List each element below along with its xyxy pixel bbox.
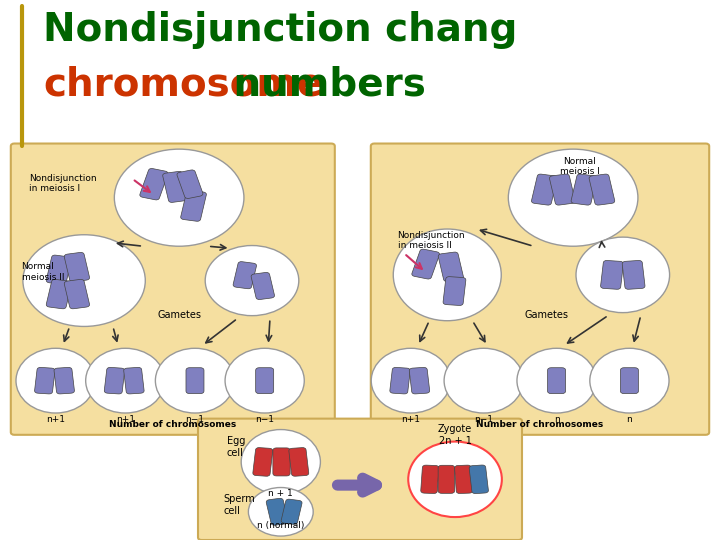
Text: Gametes: Gametes [157, 310, 201, 320]
Text: n−1: n−1 [255, 415, 274, 423]
FancyBboxPatch shape [186, 368, 204, 394]
FancyBboxPatch shape [198, 418, 522, 540]
Text: numbers: numbers [220, 65, 426, 103]
FancyBboxPatch shape [438, 465, 455, 494]
Text: Gametes: Gametes [525, 310, 569, 320]
Ellipse shape [205, 246, 299, 316]
Text: n+1: n+1 [401, 415, 420, 423]
Ellipse shape [248, 488, 313, 536]
FancyBboxPatch shape [46, 279, 71, 309]
Ellipse shape [517, 348, 596, 413]
FancyBboxPatch shape [11, 144, 335, 435]
Ellipse shape [576, 237, 670, 313]
Ellipse shape [225, 348, 305, 413]
Text: Nondisjunction chang: Nondisjunction chang [43, 11, 518, 49]
FancyBboxPatch shape [371, 144, 709, 435]
FancyBboxPatch shape [256, 368, 274, 394]
Text: Number of chromosomes: Number of chromosomes [477, 421, 603, 429]
Text: n−1: n−1 [474, 415, 493, 423]
Ellipse shape [241, 429, 320, 494]
Text: Number of chromosomes: Number of chromosomes [109, 421, 236, 429]
Ellipse shape [590, 348, 669, 413]
FancyBboxPatch shape [104, 367, 125, 394]
Text: Sperm
cell: Sperm cell [224, 494, 256, 516]
Text: n (normal): n (normal) [257, 521, 305, 530]
Ellipse shape [408, 442, 502, 517]
Ellipse shape [16, 348, 95, 413]
Text: Zygote
2n + 1: Zygote 2n + 1 [438, 424, 472, 446]
FancyBboxPatch shape [438, 252, 464, 281]
FancyBboxPatch shape [549, 174, 575, 205]
FancyBboxPatch shape [469, 465, 488, 494]
FancyBboxPatch shape [54, 367, 74, 394]
FancyBboxPatch shape [412, 249, 439, 279]
FancyBboxPatch shape [233, 261, 256, 289]
Text: Egg
cell: Egg cell [227, 436, 246, 457]
Ellipse shape [508, 149, 638, 246]
Text: Nondisjunction
in meiosis II: Nondisjunction in meiosis II [397, 231, 465, 250]
FancyBboxPatch shape [589, 174, 615, 205]
Text: n−1: n−1 [186, 415, 204, 423]
FancyBboxPatch shape [548, 368, 566, 394]
Ellipse shape [156, 348, 235, 413]
FancyBboxPatch shape [531, 174, 557, 205]
FancyBboxPatch shape [266, 498, 288, 525]
Ellipse shape [86, 348, 165, 413]
FancyBboxPatch shape [289, 448, 309, 476]
Ellipse shape [114, 149, 244, 246]
Text: n+1: n+1 [116, 415, 135, 423]
Text: n: n [554, 415, 559, 423]
FancyBboxPatch shape [454, 465, 473, 494]
FancyBboxPatch shape [64, 279, 89, 309]
FancyBboxPatch shape [181, 190, 207, 221]
FancyBboxPatch shape [282, 499, 302, 524]
FancyBboxPatch shape [409, 367, 430, 394]
FancyBboxPatch shape [420, 465, 439, 494]
Text: Normal
meiosis I: Normal meiosis I [560, 157, 600, 176]
FancyBboxPatch shape [443, 276, 466, 306]
FancyBboxPatch shape [124, 367, 144, 394]
Text: n + 1: n + 1 [269, 489, 293, 498]
FancyBboxPatch shape [253, 448, 273, 476]
FancyBboxPatch shape [35, 367, 55, 394]
Ellipse shape [393, 229, 501, 321]
Text: chromosome: chromosome [43, 65, 323, 103]
Text: Normal
meiosis II: Normal meiosis II [22, 262, 64, 282]
Text: n: n [626, 415, 632, 423]
FancyBboxPatch shape [622, 260, 645, 289]
Ellipse shape [23, 235, 145, 327]
FancyBboxPatch shape [177, 170, 203, 199]
FancyBboxPatch shape [390, 367, 410, 394]
Text: n+1: n+1 [46, 415, 65, 423]
Text: Nondisjunction
in meiosis I: Nondisjunction in meiosis I [29, 174, 96, 193]
FancyBboxPatch shape [273, 448, 290, 476]
FancyBboxPatch shape [140, 168, 168, 200]
FancyBboxPatch shape [600, 260, 624, 289]
FancyBboxPatch shape [251, 272, 274, 300]
FancyBboxPatch shape [621, 368, 639, 394]
Ellipse shape [372, 348, 451, 413]
FancyBboxPatch shape [571, 174, 597, 205]
FancyBboxPatch shape [163, 171, 189, 202]
FancyBboxPatch shape [64, 252, 89, 282]
FancyBboxPatch shape [46, 255, 71, 285]
Ellipse shape [444, 348, 523, 413]
